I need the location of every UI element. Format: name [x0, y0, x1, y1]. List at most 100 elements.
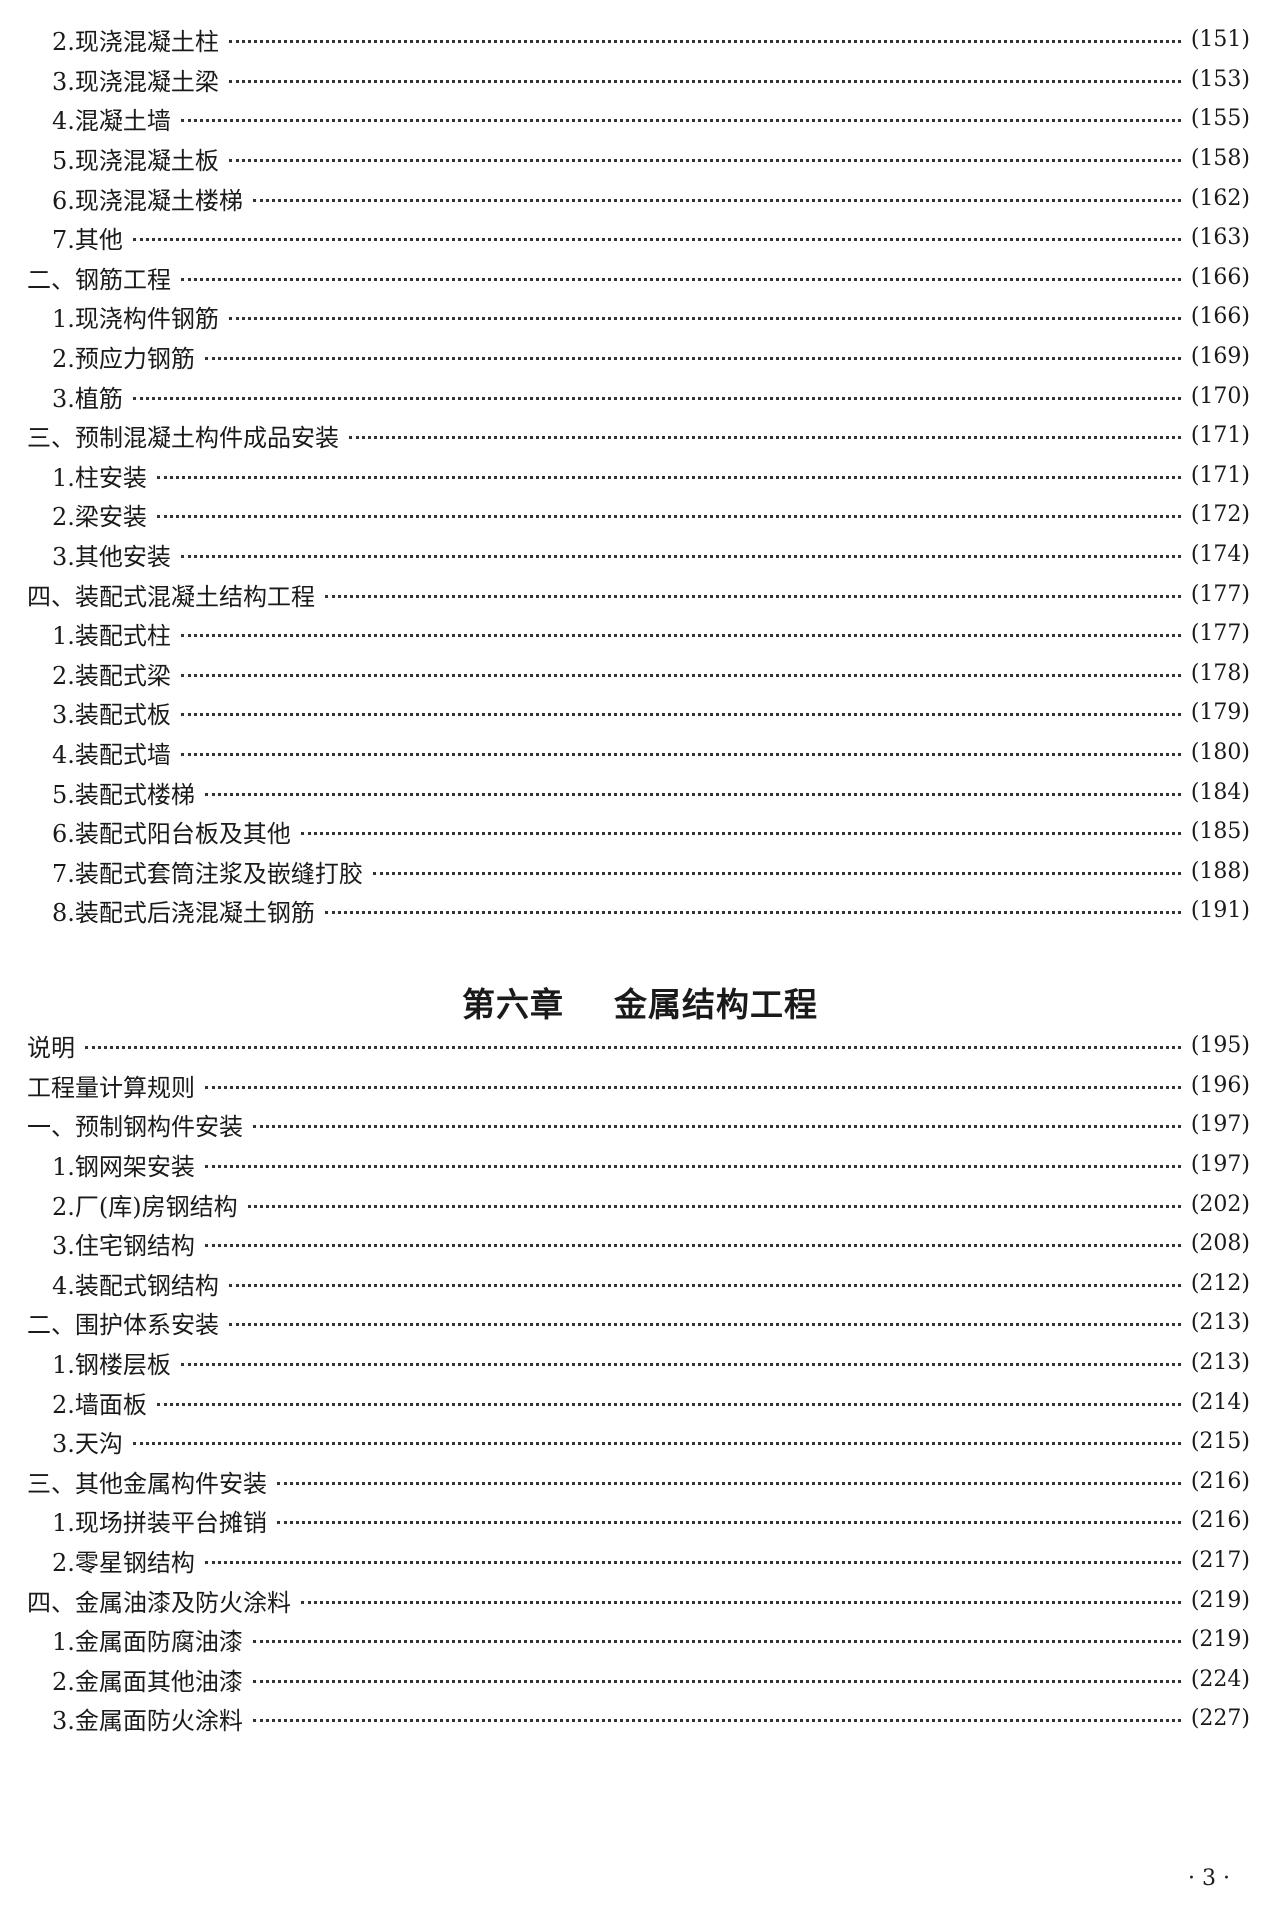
toc-entry[interactable]: 4.装配式墙 (180)	[0, 733, 1280, 773]
toc-entry[interactable]: 3.装配式板 (179)	[0, 693, 1280, 733]
toc-entry[interactable]: 说明 (195)	[0, 1026, 1280, 1066]
toc-entry[interactable]: 5.现浇混凝土板 (158)	[0, 139, 1280, 179]
toc-entry-page: (219)	[1190, 1587, 1250, 1613]
toc-entry-page: (191)	[1190, 898, 1250, 924]
toc-entry[interactable]: 1.金属面防腐油漆 (219)	[0, 1620, 1280, 1660]
toc-entry-label: 二、围护体系安装	[27, 1311, 219, 1340]
toc-entry-label: 3.植筋	[52, 384, 123, 413]
toc-entry-page: (196)	[1190, 1072, 1250, 1098]
toc-entry[interactable]: 四、装配式混凝土结构工程 (177)	[0, 574, 1280, 614]
toc-entry-label: 三、预制混凝土构件成品安装	[27, 424, 339, 453]
toc-entry-page: (177)	[1190, 581, 1250, 607]
toc-entry-label: 3.其他安装	[52, 543, 171, 572]
toc-entry[interactable]: 一、预制钢构件安装 (197)	[0, 1105, 1280, 1145]
toc-entry[interactable]: 3.植筋 (170)	[0, 376, 1280, 416]
toc-entry-page: (195)	[1190, 1033, 1250, 1059]
toc-entry[interactable]: 2.零星钢结构 (217)	[0, 1541, 1280, 1581]
toc-list-chapter6: 说明 (195) 工程量计算规则 (196) 一、预制钢构件安装 (197) 1.钢网架安装…	[0, 1026, 1280, 1739]
toc-entry-label: 7.装配式套筒注浆及嵌缝打胶	[52, 859, 363, 888]
toc-entry[interactable]: 四、金属油漆及防火涂料 (219)	[0, 1580, 1280, 1620]
toc-entry[interactable]: 5.装配式楼梯 (184)	[0, 772, 1280, 812]
toc-entry[interactable]: 二、围护体系安装 (213)	[0, 1303, 1280, 1343]
toc-entry-page: (163)	[1190, 225, 1250, 251]
toc-entry[interactable]: 2.墙面板 (214)	[0, 1382, 1280, 1422]
dot-leader	[301, 1600, 1181, 1604]
toc-entry-label: 2.预应力钢筋	[52, 345, 195, 374]
toc-entry-page: (155)	[1190, 106, 1250, 132]
toc-entry-page: (214)	[1190, 1389, 1250, 1415]
toc-entry-page: (166)	[1190, 264, 1250, 290]
dot-leader	[85, 1046, 1181, 1050]
toc-entry[interactable]: 7.其他 (163)	[0, 218, 1280, 258]
toc-list-chapter5: 2.现浇混凝土柱 (151) 3.现浇混凝土梁 (153) 4.混凝土墙 (155) 5.现…	[0, 20, 1280, 931]
toc-entry[interactable]: 工程量计算规则 (196)	[0, 1066, 1280, 1106]
toc-entry[interactable]: 2.预应力钢筋 (169)	[0, 337, 1280, 377]
toc-entry[interactable]: 3.住宅钢结构 (208)	[0, 1224, 1280, 1264]
toc-entry[interactable]: 8.装配式后浇混凝土钢筋 (191)	[0, 891, 1280, 931]
dot-leader	[252, 1719, 1181, 1723]
toc-entry[interactable]: 4.混凝土墙 (155)	[0, 99, 1280, 139]
toc-entry[interactable]: 2.梁安装 (172)	[0, 495, 1280, 535]
toc-entry[interactable]: 3.天沟 (215)	[0, 1422, 1280, 1462]
dot-leader	[156, 515, 1181, 519]
toc-entry[interactable]: 6.装配式阳台板及其他 (185)	[0, 812, 1280, 852]
dot-leader	[156, 1402, 1181, 1406]
toc-entry[interactable]: 1.装配式柱 (177)	[0, 614, 1280, 654]
toc-entry-label: 3.金属面防火涂料	[52, 1707, 243, 1736]
dot-leader	[180, 752, 1181, 756]
toc-entry-page: (174)	[1190, 542, 1250, 568]
toc-entry-page: (227)	[1190, 1706, 1250, 1732]
dot-leader	[180, 119, 1181, 123]
dot-leader	[300, 832, 1181, 836]
toc-entry-label: 四、装配式混凝土结构工程	[27, 582, 315, 611]
toc-entry-label: 5.现浇混凝土板	[52, 147, 219, 176]
toc-entry[interactable]: 3.金属面防火涂料 (227)	[0, 1699, 1280, 1739]
toc-entry[interactable]: 1.钢楼层板 (213)	[0, 1343, 1280, 1383]
dot-leader	[349, 436, 1181, 440]
dot-leader	[247, 1204, 1181, 1208]
toc-entry[interactable]: 二、钢筋工程 (166)	[0, 258, 1280, 298]
dot-leader	[205, 1085, 1181, 1089]
toc-entry-page: (170)	[1190, 383, 1250, 409]
toc-entry-label: 2.装配式梁	[52, 661, 171, 690]
toc-entry-page: (171)	[1190, 423, 1250, 449]
toc-entry-label: 说明	[27, 1034, 75, 1063]
toc-entry[interactable]: 4.装配式钢结构 (212)	[0, 1264, 1280, 1304]
toc-entry[interactable]: 三、预制混凝土构件成品安装 (171)	[0, 416, 1280, 456]
toc-entry[interactable]: 2.装配式梁 (178)	[0, 654, 1280, 694]
toc-entry[interactable]: 1.现场拼装平台摊销 (216)	[0, 1501, 1280, 1541]
toc-entry-label: 2.金属面其他油漆	[52, 1667, 243, 1696]
toc-entry-label: 工程量计算规则	[27, 1073, 195, 1102]
toc-entry-page: (213)	[1190, 1350, 1250, 1376]
toc-entry[interactable]: 3.其他安装 (174)	[0, 535, 1280, 575]
toc-entry[interactable]: 7.装配式套筒注浆及嵌缝打胶 (188)	[0, 851, 1280, 891]
toc-entry-label: 6.装配式阳台板及其他	[52, 820, 291, 849]
dot-leader	[156, 475, 1181, 479]
toc-entry[interactable]: 1.现浇构件钢筋 (166)	[0, 297, 1280, 337]
toc-entry-label: 3.住宅钢结构	[52, 1232, 195, 1261]
toc-entry-page: (153)	[1190, 66, 1250, 92]
dot-leader	[228, 40, 1181, 44]
toc-entry[interactable]: 2.金属面其他油漆 (224)	[0, 1660, 1280, 1700]
toc-entry-label: 三、其他金属构件安装	[27, 1469, 267, 1498]
toc-entry[interactable]: 三、其他金属构件安装 (216)	[0, 1462, 1280, 1502]
toc-entry-label: 3.现浇混凝土梁	[52, 67, 219, 96]
toc-entry-label: 2.墙面板	[52, 1390, 147, 1419]
toc-entry-page: (178)	[1190, 660, 1250, 686]
toc-entry[interactable]: 3.现浇混凝土梁 (153)	[0, 60, 1280, 100]
dot-leader	[180, 555, 1181, 559]
toc-entry[interactable]: 1.柱安装 (171)	[0, 456, 1280, 496]
toc-entry-page: (184)	[1190, 779, 1250, 805]
dot-leader	[252, 198, 1181, 202]
toc-entry[interactable]: 2.现浇混凝土柱 (151)	[0, 20, 1280, 60]
toc-entry-label: 2.厂(库)房钢结构	[52, 1192, 238, 1221]
chapter-name: 金属结构工程	[613, 985, 818, 1024]
toc-entry-label: 四、金属油漆及防火涂料	[27, 1588, 291, 1617]
toc-entry-page: (197)	[1190, 1112, 1250, 1138]
toc-entry-page: (213)	[1190, 1310, 1250, 1336]
toc-entry[interactable]: 1.钢网架安装 (197)	[0, 1145, 1280, 1185]
toc-entry-page: (202)	[1190, 1191, 1250, 1217]
toc-entry[interactable]: 2.厂(库)房钢结构 (202)	[0, 1184, 1280, 1224]
toc-entry[interactable]: 6.现浇混凝土楼梯 (162)	[0, 178, 1280, 218]
toc-entry-page: (171)	[1190, 462, 1250, 488]
